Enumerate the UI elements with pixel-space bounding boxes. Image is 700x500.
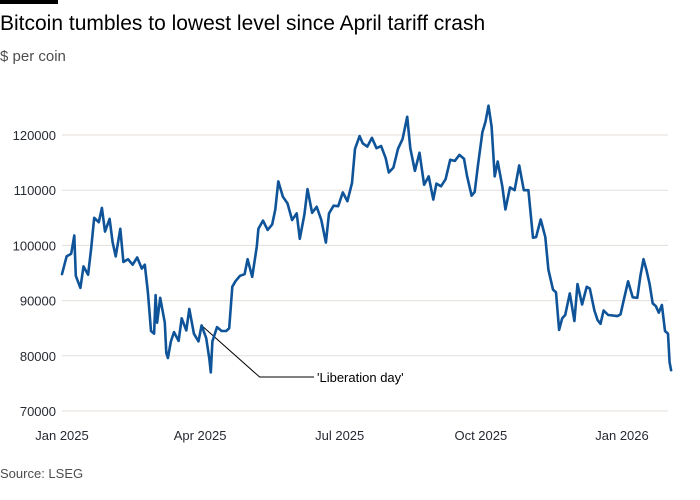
y-axis-labels: 70000 80000 90000 100000 110000 120000 (13, 128, 56, 419)
chart-title: Bitcoin tumbles to lowest level since Ap… (0, 12, 486, 35)
x-tick-label-4: Jan 2026 (595, 428, 649, 443)
x-tick-label-0: Jan 2025 (35, 428, 89, 443)
brand-bar (0, 0, 58, 4)
annotation-leader (201, 325, 314, 378)
x-axis-labels: Jan 2025 Apr 2025 Jul 2025 Oct 2025 Jan 2026 (35, 428, 649, 443)
annotation-layer: 'Liberation day' (201, 325, 404, 385)
source-note: Source: LSEG (0, 466, 84, 481)
y-axis-unit-label: $ per coin (0, 48, 66, 65)
y-tick-label-1: 80000 (20, 349, 56, 364)
y-tick-label-0: 70000 (20, 404, 56, 419)
y-tick-label-2: 90000 (20, 294, 56, 309)
x-tick-label-1: Apr 2025 (174, 428, 227, 443)
y-tick-label-3: 100000 (13, 238, 56, 253)
x-tick-label-3: Oct 2025 (454, 428, 507, 443)
annotation-label: 'Liberation day' (317, 370, 404, 385)
x-tick-label-2: Jul 2025 (315, 428, 364, 443)
series-layer (60, 104, 673, 374)
y-tick-label-5: 120000 (13, 128, 56, 143)
y-tick-label-4: 110000 (14, 183, 56, 198)
series-line-0 (60, 104, 673, 374)
